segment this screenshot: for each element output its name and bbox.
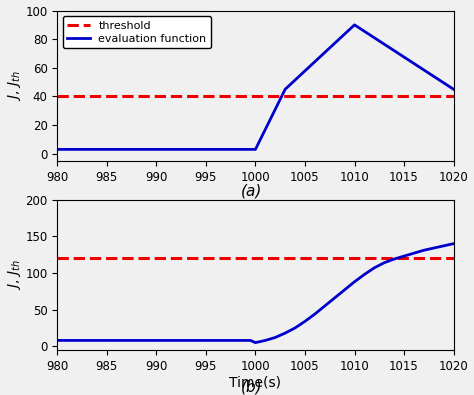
Line: evaluation function: evaluation function [57,25,454,149]
Legend: threshold, evaluation function: threshold, evaluation function [63,16,211,48]
Y-axis label: $J$, $J_{th}$: $J$, $J_{th}$ [6,70,23,101]
evaluation function [55,147,60,152]
X-axis label: Time(s): Time(s) [229,375,282,389]
evaluation function [283,87,288,92]
evaluation function [451,87,456,92]
evaluation function [247,147,253,152]
Y-axis label: $J$, $J_{th}$: $J$, $J_{th}$ [6,260,23,290]
Text: (a): (a) [240,184,262,199]
evaluation function [352,23,357,27]
Text: (b): (b) [240,379,262,394]
evaluation function [253,147,258,152]
